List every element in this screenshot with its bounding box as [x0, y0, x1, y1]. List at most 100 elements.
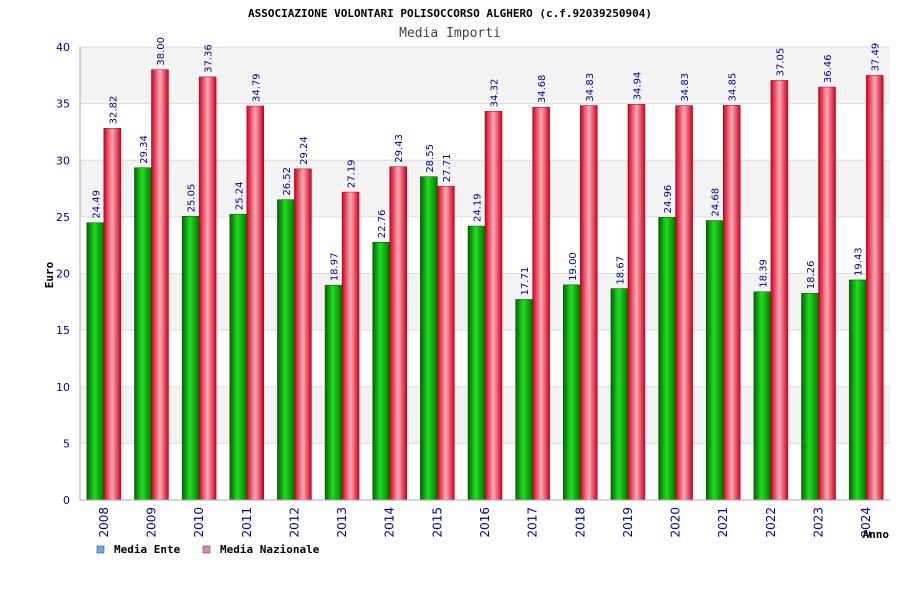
value-label-media-ente-2020: 24.96	[663, 185, 674, 214]
value-label-media-nazionale-2019: 34.94	[632, 72, 643, 101]
value-label-media-ente-2014: 22.76	[377, 210, 388, 239]
y-axis-label: Euro	[43, 261, 56, 288]
y-tick-label: 30	[56, 154, 70, 167]
x-tick-label-2023: 2023	[812, 507, 826, 538]
value-label-media-ente-2017: 17.71	[520, 267, 531, 296]
value-label-media-nazionale-2018: 34.83	[585, 73, 596, 102]
x-tick-label-2018: 2018	[573, 507, 587, 538]
y-tick-label: 10	[56, 381, 70, 394]
value-label-media-ente-2010: 25.05	[187, 184, 198, 213]
value-label-media-ente-2015: 28.55	[425, 144, 436, 173]
value-label-media-nazionale-2015: 27.71	[442, 154, 453, 183]
bar-media-ente-2012	[277, 199, 295, 501]
value-label-media-nazionale-2017: 34.68	[537, 75, 548, 104]
chart-subtitle: Media Importi	[399, 26, 501, 41]
bar-media-nazionale-2010	[198, 76, 217, 501]
x-tick-label-2016: 2016	[478, 507, 492, 538]
x-tick-label-2014: 2014	[383, 507, 397, 538]
bars	[86, 69, 884, 501]
value-label-media-nazionale-2014: 29.43	[394, 134, 405, 163]
x-axis-label: Anno	[863, 528, 890, 541]
value-label-media-nazionale-2009: 38.00	[156, 37, 167, 66]
value-label-media-nazionale-2011: 34.79	[251, 73, 262, 102]
x-tick-label-2017: 2017	[526, 507, 540, 538]
legend-swatch-media-nazionale	[202, 545, 211, 554]
bar-media-ente-2021	[705, 220, 724, 501]
value-label-media-nazionale-2024: 37.49	[871, 43, 882, 72]
bar-media-nazionale-2009	[151, 69, 169, 501]
bar-media-nazionale-2023	[818, 86, 836, 501]
bar-media-nazionale-2019	[627, 104, 646, 501]
x-tick-label-2020: 2020	[669, 507, 683, 538]
y-tick-labels: 0 5 10 15 20 25 30 35 40	[56, 41, 70, 507]
bar-media-nazionale-2015	[437, 185, 455, 501]
x-tick-label-2021: 2021	[716, 507, 730, 538]
legend-swatch-media-ente	[96, 545, 105, 554]
y-tick-label: 15	[56, 324, 70, 337]
x-tick-label-2010: 2010	[192, 507, 206, 538]
bar-media-nazionale-2021	[722, 105, 741, 501]
value-label-media-ente-2013: 18.97	[330, 253, 341, 282]
bar-media-nazionale-2011	[246, 105, 265, 501]
bar-media-ente-2019	[610, 288, 629, 501]
value-label-media-ente-2016: 24.19	[473, 193, 484, 222]
value-label-media-nazionale-2016: 34.32	[490, 79, 501, 108]
y-tick-label: 5	[63, 437, 70, 450]
x-tick-label-2009: 2009	[144, 507, 158, 538]
x-tick-label-2024: 2024	[859, 507, 873, 538]
bar-media-ente-2014	[372, 241, 390, 501]
x-tick-label-2008: 2008	[97, 507, 111, 538]
value-label-media-nazionale-2022: 37.05	[775, 48, 786, 77]
value-label-media-nazionale-2013: 27.19	[347, 159, 358, 188]
y-tick-label: 20	[56, 268, 70, 281]
x-tick-label-2012: 2012	[287, 507, 301, 538]
value-label-media-ente-2008: 24.49	[91, 190, 102, 219]
value-label-media-nazionale-2020: 34.83	[680, 73, 691, 102]
value-label-media-ente-2023: 18.26	[806, 261, 817, 290]
bar-media-ente-2015	[420, 176, 438, 501]
legend: Media Ente Media Nazionale	[96, 543, 320, 556]
bar-media-nazionale-2008	[103, 128, 122, 501]
x-tick-label-2015: 2015	[430, 507, 444, 538]
value-label-media-ente-2021: 24.68	[711, 188, 722, 217]
value-label-media-nazionale-2012: 29.24	[299, 136, 310, 165]
bar-media-ente-2017	[515, 299, 533, 501]
bar-media-ente-2011	[229, 213, 248, 501]
bar-media-ente-2022	[753, 291, 772, 501]
y-tick-label: 40	[56, 41, 70, 54]
bar-media-nazionale-2022	[770, 80, 789, 501]
bar-media-ente-2008	[86, 222, 105, 501]
bar-media-ente-2009	[134, 167, 152, 501]
value-label-media-nazionale-2008: 32.82	[108, 96, 119, 125]
x-tick-labels: 2008 2009 2010 2011 2012 2013 2014 2015 2016 2017…	[97, 507, 873, 538]
y-tick-label: 35	[56, 98, 70, 111]
bar-media-nazionale-2012	[294, 168, 312, 501]
bar-media-nazionale-2014	[389, 166, 407, 501]
bar-media-nazionale-2020	[675, 105, 693, 501]
bar-media-nazionale-2016	[484, 111, 503, 501]
axes	[79, 47, 890, 501]
bar-media-nazionale-2017	[532, 106, 550, 501]
bar-media-nazionale-2013	[341, 191, 360, 501]
bar-media-ente-2016	[467, 225, 486, 501]
y-tick-label: 0	[63, 494, 70, 507]
bar-media-nazionale-2018	[580, 105, 598, 501]
bar-media-nazionale-2024	[865, 75, 884, 501]
value-labels: 24.49 32.82 29.34 38.00 25.05 37.36 25.24 34.79…	[91, 37, 881, 295]
bar-media-ente-2020	[658, 217, 676, 501]
bar-media-ente-2010	[181, 216, 200, 501]
value-label-media-ente-2018: 19.00	[568, 252, 579, 281]
value-label-media-ente-2009: 29.34	[139, 135, 150, 164]
value-label-media-ente-2012: 26.52	[282, 167, 293, 196]
chart-title: ASSOCIAZIONE VOLONTARI POLISOCCORSO ALGH…	[248, 7, 652, 20]
y-tick-label: 25	[56, 211, 70, 224]
x-tick-label-2022: 2022	[764, 507, 778, 538]
legend-label-media-ente: Media Ente	[114, 543, 181, 556]
value-label-media-ente-2011: 25.24	[234, 182, 245, 211]
bar-media-ente-2024	[848, 279, 867, 501]
value-label-media-ente-2019: 18.67	[615, 256, 626, 285]
value-label-media-nazionale-2023: 36.46	[823, 54, 834, 83]
value-label-media-ente-2022: 18.39	[758, 259, 769, 288]
value-label-media-nazionale-2021: 34.85	[728, 73, 739, 102]
